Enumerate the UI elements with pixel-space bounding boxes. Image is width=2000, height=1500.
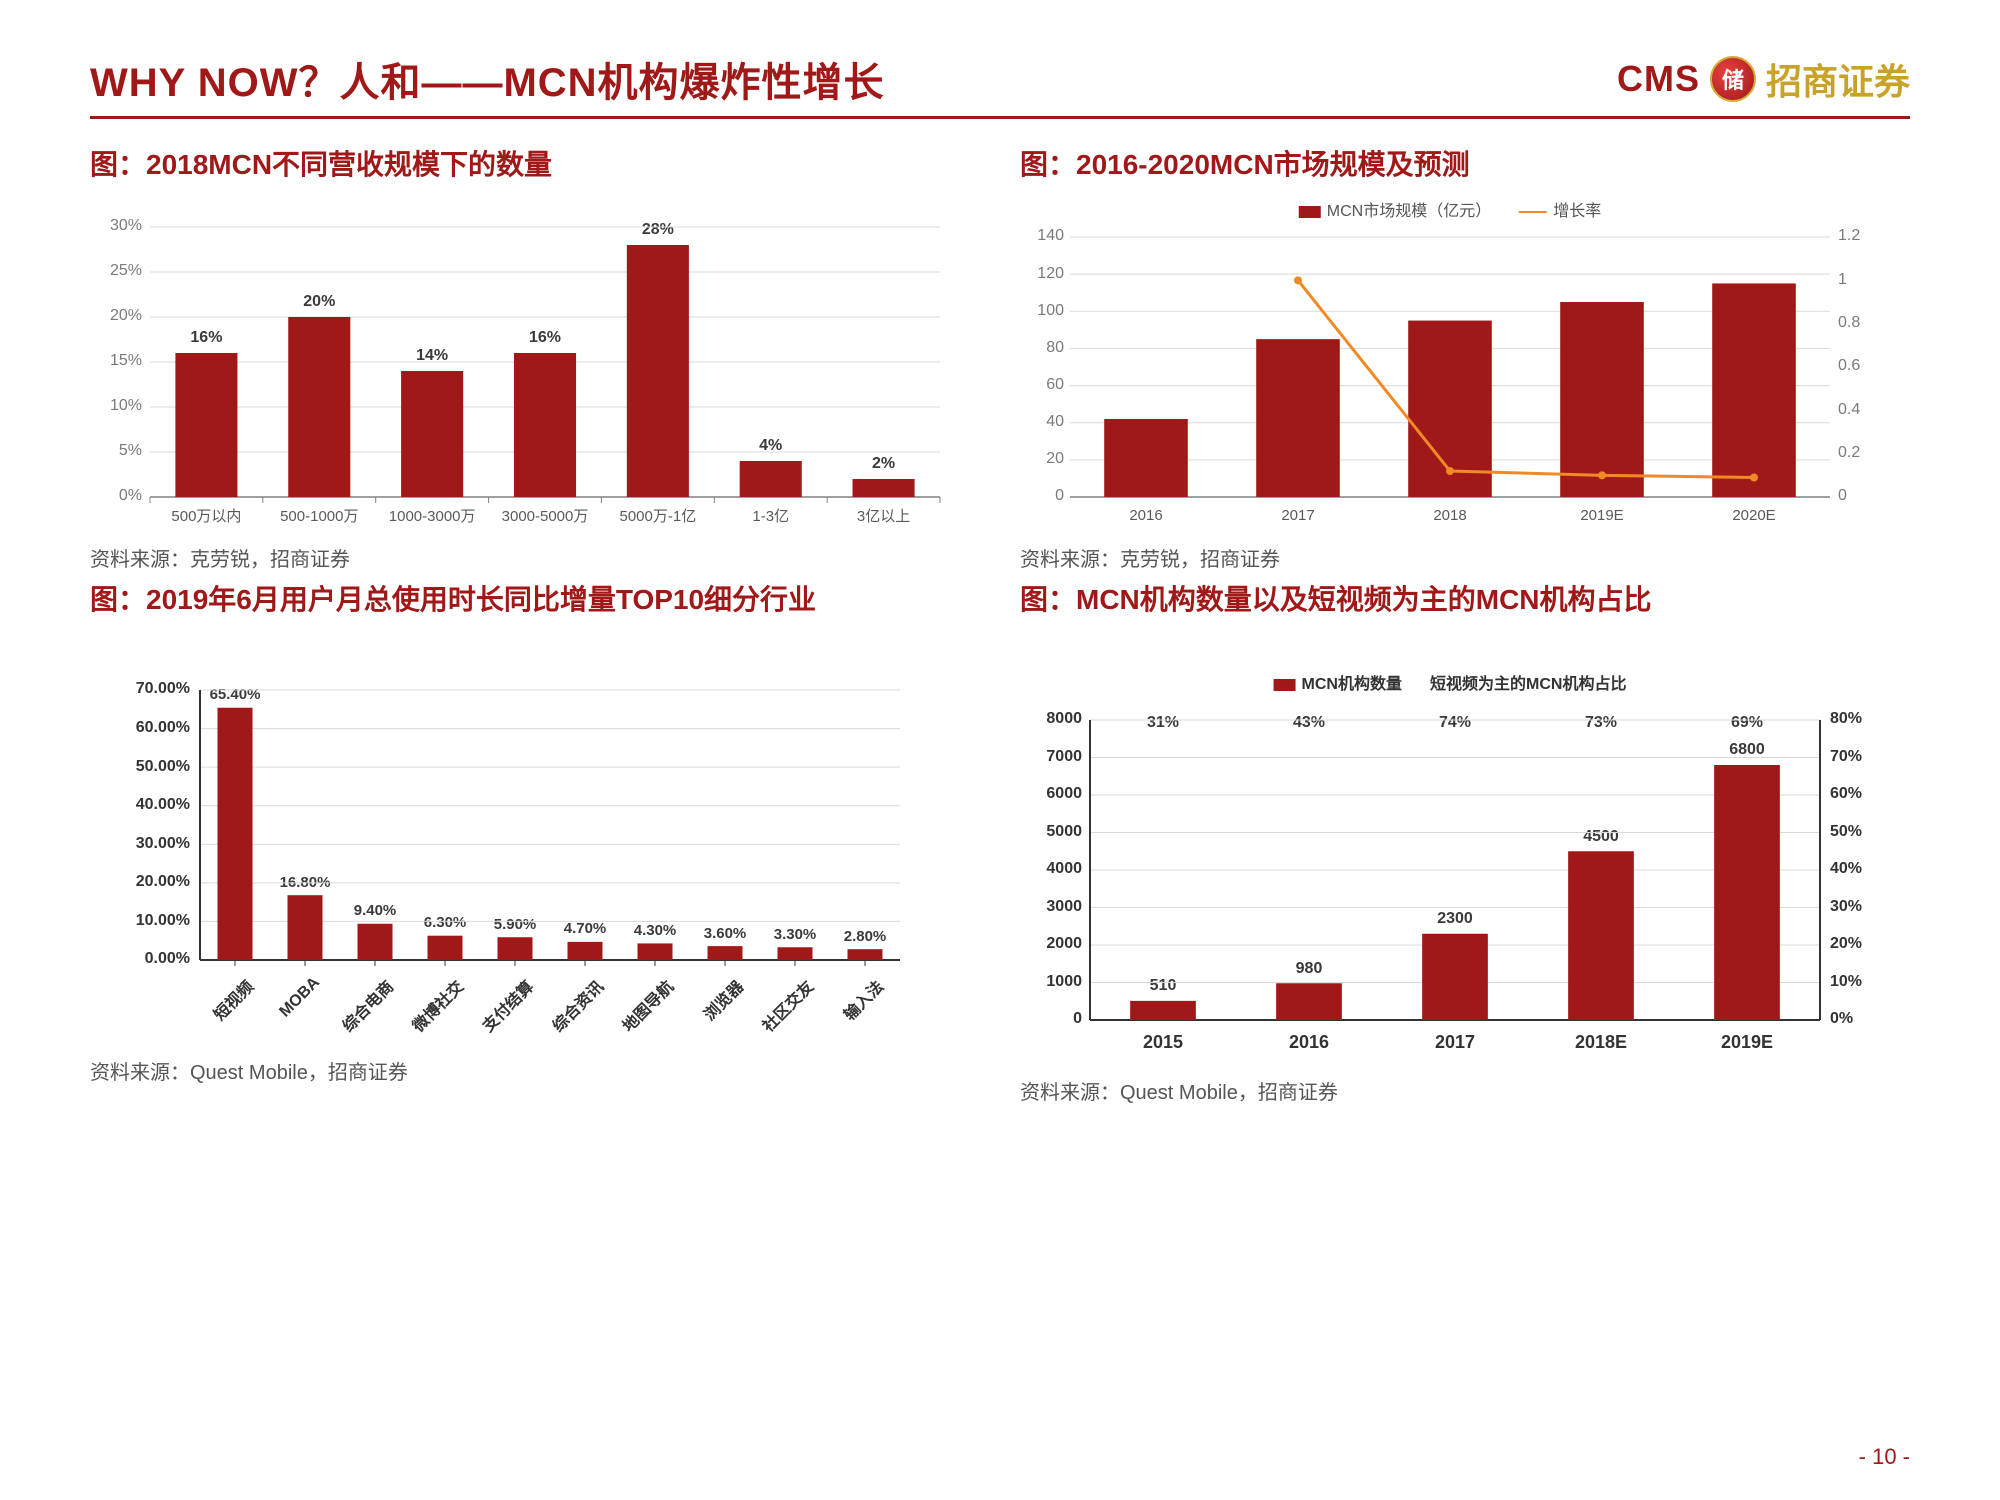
- chart2-panel: 图：2016-2020MCN市场规模及预测 MCN市场规模（亿元） 增长率020…: [1020, 147, 1910, 572]
- chart2: MCN市场规模（亿元） 增长率02040608010012014000.20.4…: [1020, 197, 1880, 537]
- chart1-title: 图：2018MCN不同营收规模下的数量: [90, 147, 980, 183]
- chart1: 0%5%10%15%20%25%30%16%500万以内20%500-1000万…: [90, 197, 950, 537]
- chart4-source: 资料来源：Quest Mobile，招商证券: [1020, 1076, 1910, 1105]
- chart2-title: 图：2016-2020MCN市场规模及预测: [1020, 147, 1910, 183]
- logo-icon: 储: [1710, 56, 1756, 102]
- chart4-panel: 图：MCN机构数量以及短视频为主的MCN机构占比 MCN机构数量 短视频为主的M…: [1020, 582, 1910, 1105]
- logo: CMS 储 招商证券: [1617, 53, 1910, 105]
- chart3-title: 图：2019年6月用户月总使用时长同比增量TOP10细分行业: [90, 582, 980, 656]
- chart4-title: 图：MCN机构数量以及短视频为主的MCN机构占比: [1020, 582, 1910, 656]
- page-number: - 10 -: [1859, 1444, 1910, 1470]
- chart3-panel: 图：2019年6月用户月总使用时长同比增量TOP10细分行业 0.00%10.0…: [90, 582, 980, 1105]
- logo-cn-text: 招商证券: [1766, 53, 1910, 105]
- chart2-source: 资料来源：克劳锐，招商证券: [1020, 543, 1910, 572]
- header: WHY NOW？人和——MCN机构爆炸性增长 CMS 储 招商证券: [90, 50, 1910, 119]
- charts-grid: 图：2018MCN不同营收规模下的数量 0%5%10%15%20%25%30%1…: [90, 147, 1910, 1105]
- logo-cms-text: CMS: [1617, 58, 1700, 100]
- page-title: WHY NOW？人和——MCN机构爆炸性增长: [90, 50, 885, 108]
- chart1-panel: 图：2018MCN不同营收规模下的数量 0%5%10%15%20%25%30%1…: [90, 147, 980, 572]
- chart4: MCN机构数量 短视频为主的MCN机构占比0100020003000400050…: [1020, 670, 1880, 1070]
- chart3-source: 资料来源：Quest Mobile，招商证券: [90, 1056, 980, 1085]
- chart1-source: 资料来源：克劳锐，招商证券: [90, 543, 980, 572]
- chart3: 0.00%10.00%20.00%30.00%40.00%50.00%60.00…: [90, 670, 910, 1050]
